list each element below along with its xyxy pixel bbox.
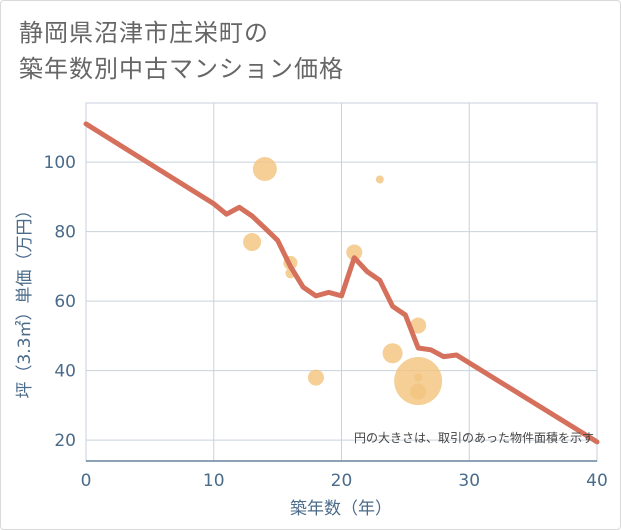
x-axis-label: 築年数（年）: [290, 499, 392, 519]
axes: 0 10 20 30 40 20 40 60 80 100: [44, 153, 608, 491]
y-tick-label: 80: [54, 223, 76, 243]
y-tick-label: 20: [54, 431, 76, 451]
x-tick-label: 0: [81, 471, 92, 491]
x-tick-label: 40: [586, 471, 608, 491]
bubble-point: [382, 343, 403, 364]
trend-series: [83, 121, 600, 445]
bubble-point: [307, 369, 324, 386]
chart-title-line2: 築年数別中古マンション価格: [19, 55, 344, 83]
bubble-point: [346, 244, 363, 261]
y-tick-label: 100: [44, 153, 76, 173]
x-tick-label: 10: [203, 471, 225, 491]
bubble-point: [410, 383, 427, 400]
bubble-series: [243, 157, 443, 406]
trend-line: [83, 121, 600, 445]
chart-title: 静岡県沼津市庄栄町の 築年数別中古マンション価格: [19, 15, 344, 87]
bubble-point: [414, 373, 423, 382]
bubble-point: [375, 175, 384, 184]
grid-lines: [85, 102, 598, 462]
bubble-point: [252, 157, 277, 182]
bubble-point: [410, 317, 427, 334]
y-tick-label: 40: [54, 362, 76, 382]
x-tick-label: 20: [331, 471, 353, 491]
y-tick-label: 60: [54, 292, 76, 312]
y-axis-label: 坪（3.3㎡）単価（万円）: [15, 201, 35, 398]
x-tick-label: 30: [458, 471, 480, 491]
bubble-point: [243, 233, 262, 252]
size-annotation: 円の大きさは、取引のあった物件面積を示す: [354, 430, 594, 445]
chart-title-line1: 静岡県沼津市庄栄町の: [19, 19, 269, 47]
